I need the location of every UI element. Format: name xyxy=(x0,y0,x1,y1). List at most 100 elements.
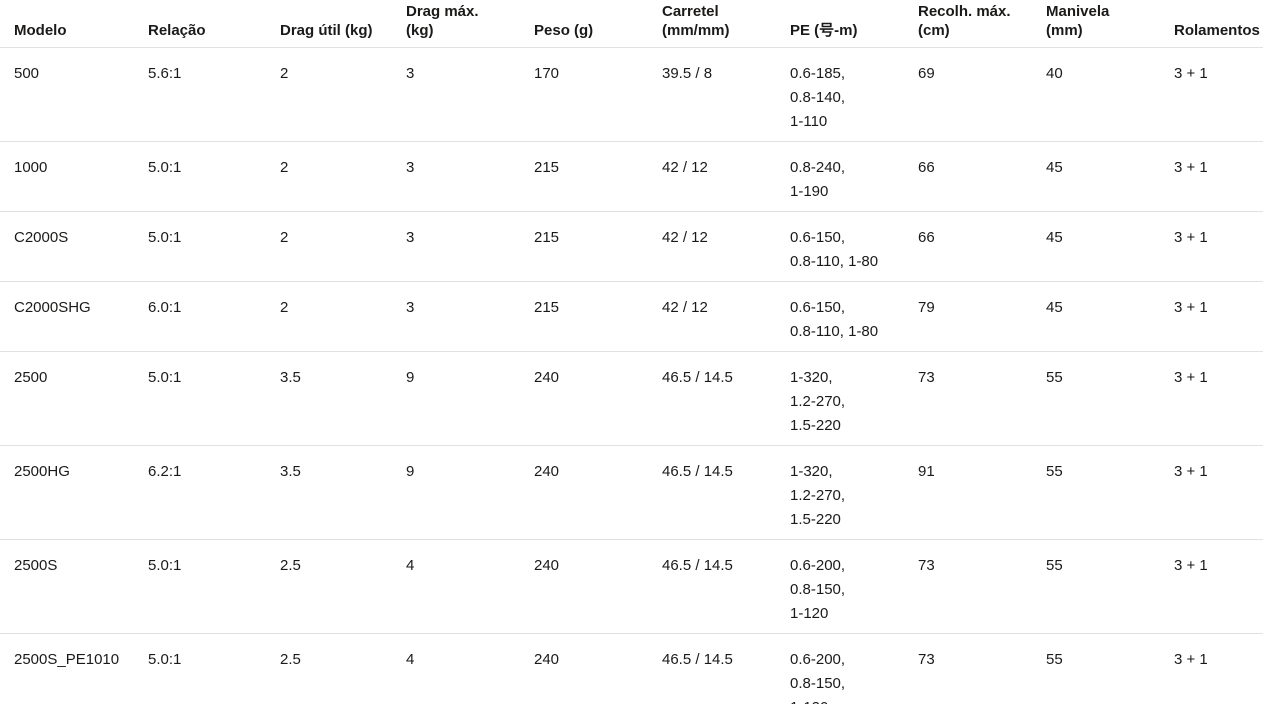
cell-peso: 170 xyxy=(520,47,648,142)
cell-pe: 1-320, 1.2-270, 1.5-220 xyxy=(776,351,904,446)
cell-rolamentos: 3 + 1 xyxy=(1160,633,1263,704)
cell-manivela: 45 xyxy=(1032,281,1160,352)
cell-relacao: 5.6:1 xyxy=(134,47,266,142)
column-header-relacao: Relação xyxy=(134,0,266,48)
cell-carretel: 42 / 12 xyxy=(648,281,776,352)
cell-recolh-max: 73 xyxy=(904,633,1032,704)
cell-manivela: 55 xyxy=(1032,633,1160,704)
cell-recolh-max: 66 xyxy=(904,211,1032,282)
cell-peso: 240 xyxy=(520,351,648,446)
cell-drag-util: 2 xyxy=(266,281,392,352)
cell-drag-util: 3.5 xyxy=(266,445,392,540)
table-row-2500s: 2500S 5.0:1 2.5 4 240 46.5 / 14.5 0.6-20… xyxy=(0,539,1263,634)
table-row-c2000s: C2000S 5.0:1 2 3 215 42 / 12 0.6-150, 0.… xyxy=(0,211,1263,282)
cell-modelo: 2500S_PE1010 xyxy=(0,633,134,704)
cell-drag-max: 4 xyxy=(392,633,520,704)
cell-pe: 0.6-150, 0.8-110, 1-80 xyxy=(776,211,904,282)
cell-rolamentos: 3 + 1 xyxy=(1160,211,1263,282)
column-header-drag-max: Drag máx. (kg) xyxy=(392,0,520,48)
cell-recolh-max: 79 xyxy=(904,281,1032,352)
table-row-2500hg: 2500HG 6.2:1 3.5 9 240 46.5 / 14.5 1-320… xyxy=(0,445,1263,540)
column-header-pe: PE (号-m) xyxy=(776,0,904,48)
cell-drag-max: 3 xyxy=(392,281,520,352)
cell-manivela: 40 xyxy=(1032,47,1160,142)
cell-relacao: 5.0:1 xyxy=(134,351,266,446)
cell-rolamentos: 3 + 1 xyxy=(1160,141,1263,212)
cell-drag-max: 4 xyxy=(392,539,520,634)
cell-relacao: 6.2:1 xyxy=(134,445,266,540)
column-header-manivela: Manivela (mm) xyxy=(1032,0,1160,48)
cell-peso: 240 xyxy=(520,633,648,704)
cell-drag-max: 3 xyxy=(392,141,520,212)
cell-manivela: 55 xyxy=(1032,445,1160,540)
cell-drag-util: 2.5 xyxy=(266,633,392,704)
column-header-modelo: Modelo xyxy=(0,0,134,48)
cell-relacao: 5.0:1 xyxy=(134,539,266,634)
column-header-drag-util: Drag útil (kg) xyxy=(266,0,392,48)
cell-carretel: 46.5 / 14.5 xyxy=(648,633,776,704)
cell-pe: 0.6-200, 0.8-150, 1-120 xyxy=(776,539,904,634)
table-header: Modelo Relação Drag útil (kg) Drag máx. … xyxy=(0,0,1263,48)
cell-manivela: 55 xyxy=(1032,351,1160,446)
cell-rolamentos: 3 + 1 xyxy=(1160,47,1263,142)
cell-pe: 0.6-150, 0.8-110, 1-80 xyxy=(776,281,904,352)
cell-recolh-max: 91 xyxy=(904,445,1032,540)
cell-modelo: 2500 xyxy=(0,351,134,446)
cell-rolamentos: 3 + 1 xyxy=(1160,281,1263,352)
cell-pe: 0.6-185, 0.8-140, 1-110 xyxy=(776,47,904,142)
cell-manivela: 55 xyxy=(1032,539,1160,634)
column-header-peso: Peso (g) xyxy=(520,0,648,48)
cell-drag-util: 3.5 xyxy=(266,351,392,446)
table-row-c2000shg: C2000SHG 6.0:1 2 3 215 42 / 12 0.6-150, … xyxy=(0,281,1263,352)
cell-peso: 215 xyxy=(520,211,648,282)
cell-carretel: 46.5 / 14.5 xyxy=(648,351,776,446)
cell-relacao: 5.0:1 xyxy=(134,211,266,282)
cell-drag-util: 2 xyxy=(266,141,392,212)
cell-peso: 240 xyxy=(520,539,648,634)
cell-peso: 215 xyxy=(520,141,648,212)
cell-relacao: 5.0:1 xyxy=(134,141,266,212)
cell-modelo: 2500S xyxy=(0,539,134,634)
column-header-recolh-max: Recolh. máx. (cm) xyxy=(904,0,1032,48)
cell-peso: 240 xyxy=(520,445,648,540)
cell-modelo: C2000SHG xyxy=(0,281,134,352)
cell-manivela: 45 xyxy=(1032,141,1160,212)
cell-carretel: 42 / 12 xyxy=(648,211,776,282)
cell-drag-util: 2.5 xyxy=(266,539,392,634)
header-row: Modelo Relação Drag útil (kg) Drag máx. … xyxy=(0,0,1263,48)
cell-drag-util: 2 xyxy=(266,211,392,282)
cell-rolamentos: 3 + 1 xyxy=(1160,539,1263,634)
cell-pe: 0.8-240, 1-190 xyxy=(776,141,904,212)
cell-recolh-max: 66 xyxy=(904,141,1032,212)
cell-pe: 1-320, 1.2-270, 1.5-220 xyxy=(776,445,904,540)
cell-modelo: C2000S xyxy=(0,211,134,282)
cell-carretel: 46.5 / 14.5 xyxy=(648,539,776,634)
cell-relacao: 5.0:1 xyxy=(134,633,266,704)
cell-drag-util: 2 xyxy=(266,47,392,142)
cell-carretel: 39.5 / 8 xyxy=(648,47,776,142)
cell-pe: 0.6-200, 0.8-150, 1-120 xyxy=(776,633,904,704)
table-row-2500: 2500 5.0:1 3.5 9 240 46.5 / 14.5 1-320, … xyxy=(0,351,1263,446)
cell-drag-max: 9 xyxy=(392,351,520,446)
table-row-1000: 1000 5.0:1 2 3 215 42 / 12 0.8-240, 1-19… xyxy=(0,141,1263,212)
cell-relacao: 6.0:1 xyxy=(134,281,266,352)
column-header-rolamentos: Rolamentos xyxy=(1160,0,1263,48)
cell-recolh-max: 73 xyxy=(904,351,1032,446)
column-header-carretel: Carretel (mm/mm) xyxy=(648,0,776,48)
cell-recolh-max: 73 xyxy=(904,539,1032,634)
cell-drag-max: 3 xyxy=(392,211,520,282)
table-body: 500 5.6:1 2 3 170 39.5 / 8 0.6-185, 0.8-… xyxy=(0,47,1263,704)
cell-recolh-max: 69 xyxy=(904,47,1032,142)
cell-rolamentos: 3 + 1 xyxy=(1160,445,1263,540)
cell-drag-max: 9 xyxy=(392,445,520,540)
cell-carretel: 46.5 / 14.5 xyxy=(648,445,776,540)
cell-drag-max: 3 xyxy=(392,47,520,142)
cell-manivela: 45 xyxy=(1032,211,1160,282)
cell-modelo: 500 xyxy=(0,47,134,142)
cell-rolamentos: 3 + 1 xyxy=(1160,351,1263,446)
cell-peso: 215 xyxy=(520,281,648,352)
cell-carretel: 42 / 12 xyxy=(648,141,776,212)
table-row-500: 500 5.6:1 2 3 170 39.5 / 8 0.6-185, 0.8-… xyxy=(0,47,1263,142)
